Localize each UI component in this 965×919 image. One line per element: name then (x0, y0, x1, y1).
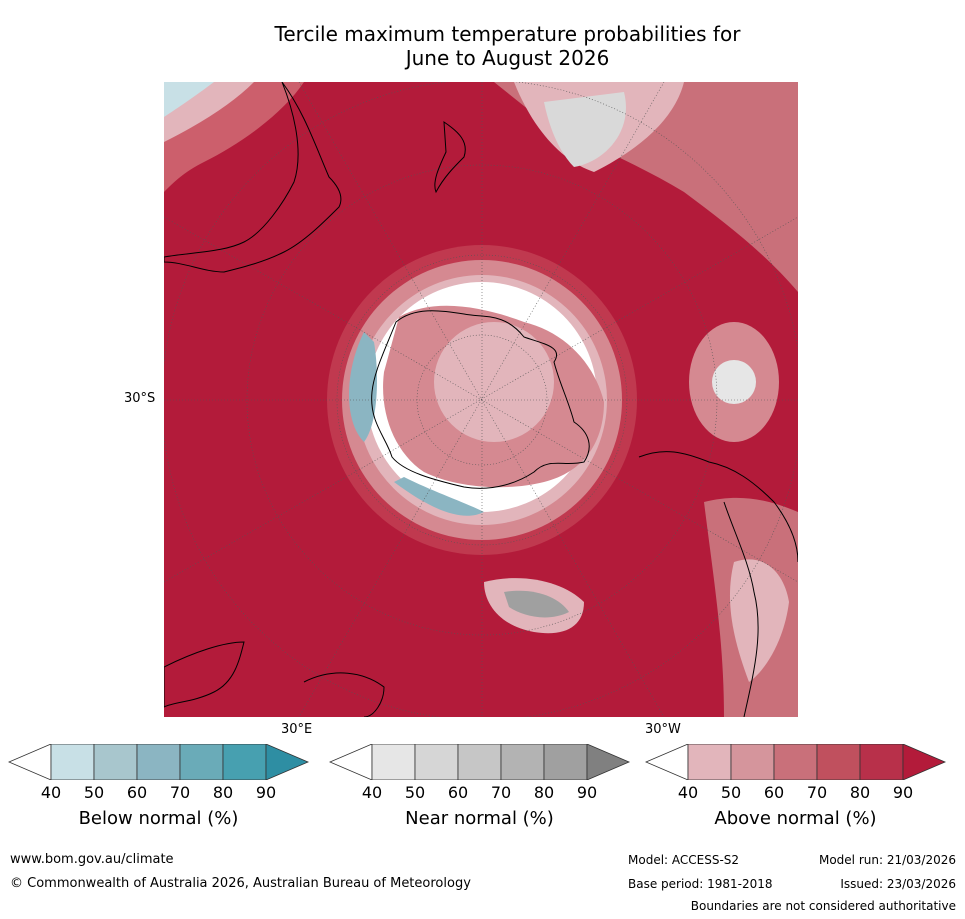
near-colorbar-title: Near normal (%) (405, 808, 554, 829)
near-swatch (414, 744, 459, 780)
footer-base-period: Base period: 1981-2018 (628, 877, 773, 891)
below-colorbar-title: Below normal (%) (78, 808, 239, 829)
region-below-west (349, 332, 377, 442)
graticule-75s (416, 334, 548, 466)
near-tick-label: 40 (361, 783, 383, 802)
near-tick-label: 70 (490, 783, 512, 802)
footer-copyright: © Commonwealth of Australia 2026, Austra… (10, 876, 471, 891)
above-swatch (816, 744, 861, 780)
below-tick-label: 90 (255, 783, 277, 802)
footer-model: Model: ACCESS-S2 (628, 853, 740, 867)
meridian-diag-4 (298, 82, 665, 717)
footer-model-run: Model run: 21/03/2026 (818, 853, 956, 867)
above-tick-label: 70 (806, 783, 828, 802)
footer-disclaimer: Boundaries are not considered authoritat… (690, 899, 956, 913)
above-tick-label: 50 (720, 783, 742, 802)
newzealand-coastline (434, 121, 466, 194)
meridian-diag-2 (164, 216, 798, 583)
near-swatch (371, 744, 416, 780)
footer-issued: Issued: 23/03/2026 (840, 877, 956, 891)
near-swatch (500, 744, 545, 780)
below-swatch (222, 744, 267, 780)
above-tick-label: 80 (849, 783, 871, 802)
title-line-2: June to August 2026 (405, 46, 610, 70)
below-swatch (50, 744, 95, 780)
above-tick-label: 90 (892, 783, 914, 802)
region-antarctica-above-50 (434, 322, 554, 442)
region-near-north (544, 92, 626, 167)
australia-coastline (164, 82, 342, 273)
above-swatch (730, 744, 775, 780)
footer-url[interactable]: www.bom.gov.au/climate (10, 852, 174, 867)
below-tick-label: 50 (83, 783, 105, 802)
above-max-extend (902, 744, 947, 780)
lon-label-30w: 30°W (645, 722, 681, 737)
below-swatch (93, 744, 138, 780)
near-swatch (457, 744, 502, 780)
below-tick-label: 80 (212, 783, 234, 802)
above-colorbar-title: Above normal (%) (714, 808, 877, 829)
near-tick-label: 60 (447, 783, 469, 802)
lat-label-30s: 30°S (124, 391, 156, 406)
colorbar-above (645, 744, 947, 780)
region-above-50-southamerica (729, 559, 789, 682)
region-above-70-ne (494, 82, 798, 292)
probability-map (164, 82, 798, 717)
africa-coastline (303, 672, 385, 717)
region-near-east (712, 360, 756, 404)
map-svg (164, 82, 798, 717)
chart-title: Tercile maximum temperature probabilitie… (165, 22, 850, 70)
meridian-diag-1 (164, 216, 798, 583)
colorbar-near (329, 744, 631, 780)
lon-label-30e: 30°E (281, 722, 313, 737)
near-tick-label: 50 (404, 783, 426, 802)
southafrica-coastline (164, 641, 245, 708)
below-tick-label: 70 (169, 783, 191, 802)
near-min-extend (329, 744, 373, 780)
below-swatch (179, 744, 224, 780)
above-min-extend (645, 744, 689, 780)
below-tick-label: 40 (40, 783, 62, 802)
below-swatch (136, 744, 181, 780)
colorbar-below (8, 744, 310, 780)
below-max-extend (265, 744, 310, 780)
region-below-nw (164, 82, 214, 117)
southamerica-coastline (638, 451, 798, 717)
near-tick-label: 90 (576, 783, 598, 802)
antarctica-coastline (371, 310, 590, 489)
near-swatch (543, 744, 588, 780)
near-max-extend (586, 744, 631, 780)
above-tick-label: 60 (763, 783, 785, 802)
above-swatch (687, 744, 732, 780)
region-near-south (504, 590, 569, 618)
title-line-1: Tercile maximum temperature probabilitie… (274, 22, 741, 46)
region-below-south (394, 477, 484, 516)
above-tick-label: 40 (677, 783, 699, 802)
near-tick-label: 80 (533, 783, 555, 802)
below-min-extend (8, 744, 52, 780)
below-tick-label: 60 (126, 783, 148, 802)
above-swatch (859, 744, 904, 780)
above-swatch (773, 744, 818, 780)
